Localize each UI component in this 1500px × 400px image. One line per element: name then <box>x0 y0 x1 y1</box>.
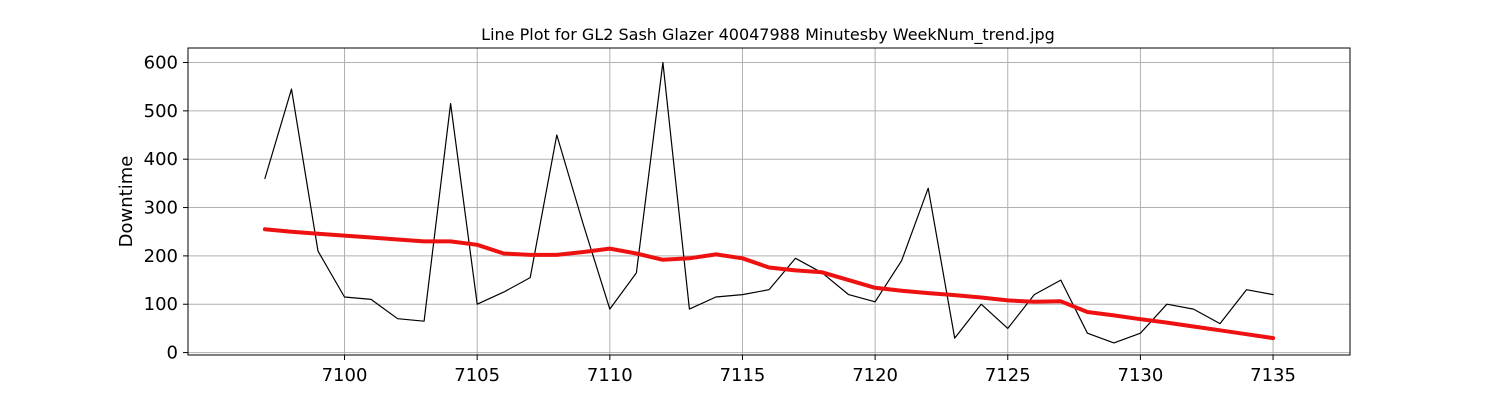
y-tick-label: 300 <box>144 198 178 219</box>
x-tick-label: 7100 <box>322 365 368 386</box>
chart-title: Line Plot for GL2 Sash Glazer 40047988 M… <box>481 25 1055 45</box>
y-tick-label: 500 <box>144 101 178 122</box>
downtime-series-line <box>264 61 1274 344</box>
y-tick-label: 0 <box>167 343 178 364</box>
y-axis-label: Downtime <box>116 156 137 248</box>
x-tick-label: 7110 <box>587 365 633 386</box>
y-tick-label: 200 <box>144 246 178 267</box>
axis-ticks: 7100 7105 7110 7115 7120 7125 7130 7135 0 100 200 3… <box>144 53 1296 386</box>
grid <box>188 48 1350 355</box>
x-tick-label: 7135 <box>1250 365 1296 386</box>
x-tick-label: 7115 <box>720 365 766 386</box>
x-tick-label: 7120 <box>852 365 898 386</box>
x-tick-label: 7105 <box>454 365 500 386</box>
series-lines <box>262 61 1276 344</box>
trend-series-line <box>262 227 1276 341</box>
plot-frame <box>187 47 1351 356</box>
y-tick-label: 600 <box>144 53 178 74</box>
x-tick-label: 7130 <box>1118 365 1164 386</box>
y-tick-label: 100 <box>144 294 178 315</box>
x-tick-label: 7125 <box>985 365 1031 386</box>
y-tick-label: 400 <box>144 149 178 170</box>
